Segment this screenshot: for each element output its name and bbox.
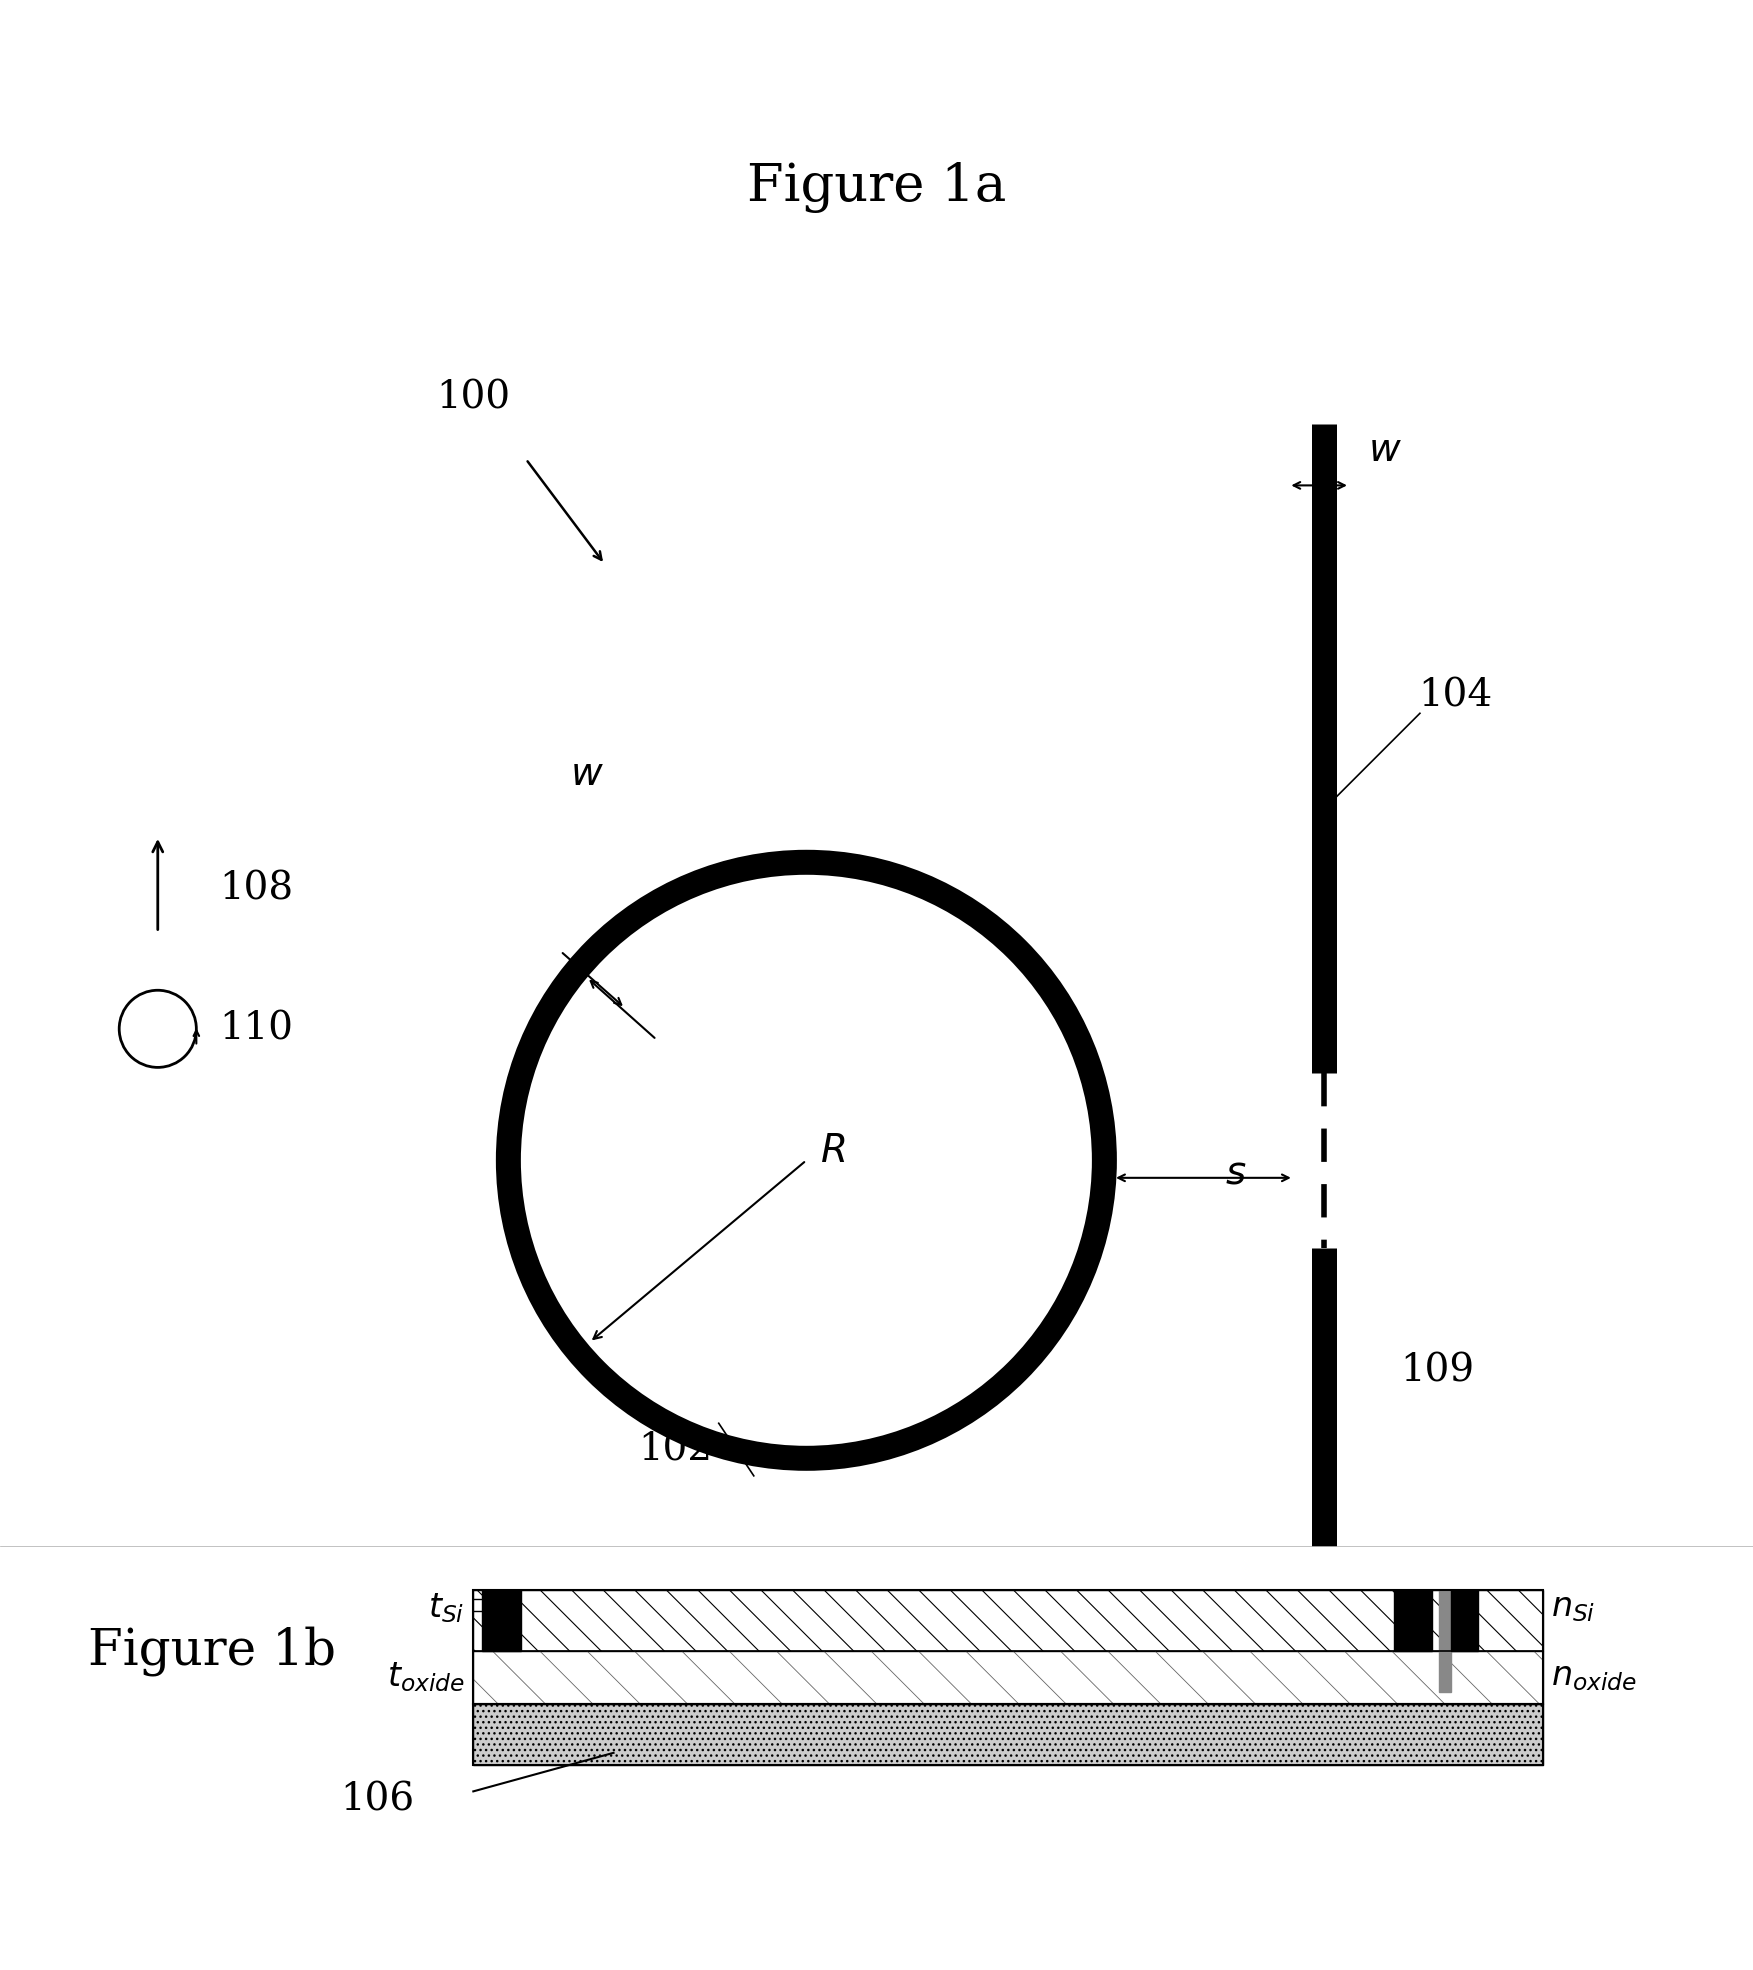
Text: $t_{oxide}$: $t_{oxide}$ — [387, 1661, 465, 1694]
Bar — [1439, 1590, 1451, 1692]
Text: 100: 100 — [436, 380, 510, 416]
Bar — [473, 1590, 1543, 1704]
Bar — [473, 1704, 1543, 1765]
Bar — [473, 1590, 1543, 1651]
Bar — [1394, 1590, 1432, 1651]
Bar — [473, 1704, 1543, 1765]
Text: 102: 102 — [638, 1430, 712, 1468]
Text: $n_{Si}$: $n_{Si}$ — [1551, 1592, 1595, 1623]
Text: 109: 109 — [1401, 1351, 1474, 1389]
Text: 106: 106 — [340, 1781, 414, 1818]
Bar — [1451, 1590, 1478, 1651]
Text: Figure 1a: Figure 1a — [747, 162, 1006, 213]
Text: 110: 110 — [219, 1011, 293, 1048]
Bar — [482, 1590, 521, 1651]
Text: Figure 1b: Figure 1b — [88, 1625, 335, 1676]
Text: $s$: $s$ — [1225, 1154, 1246, 1192]
Text: $t_{Si}$: $t_{Si}$ — [428, 1592, 465, 1625]
Text: 104: 104 — [1418, 678, 1492, 715]
Text: $n_{oxide}$: $n_{oxide}$ — [1551, 1661, 1637, 1694]
Text: $w$: $w$ — [1367, 431, 1402, 469]
Text: $R$: $R$ — [820, 1133, 845, 1170]
Bar — [473, 1651, 1543, 1704]
Text: $w$: $w$ — [570, 756, 605, 794]
Text: 108: 108 — [219, 871, 293, 906]
